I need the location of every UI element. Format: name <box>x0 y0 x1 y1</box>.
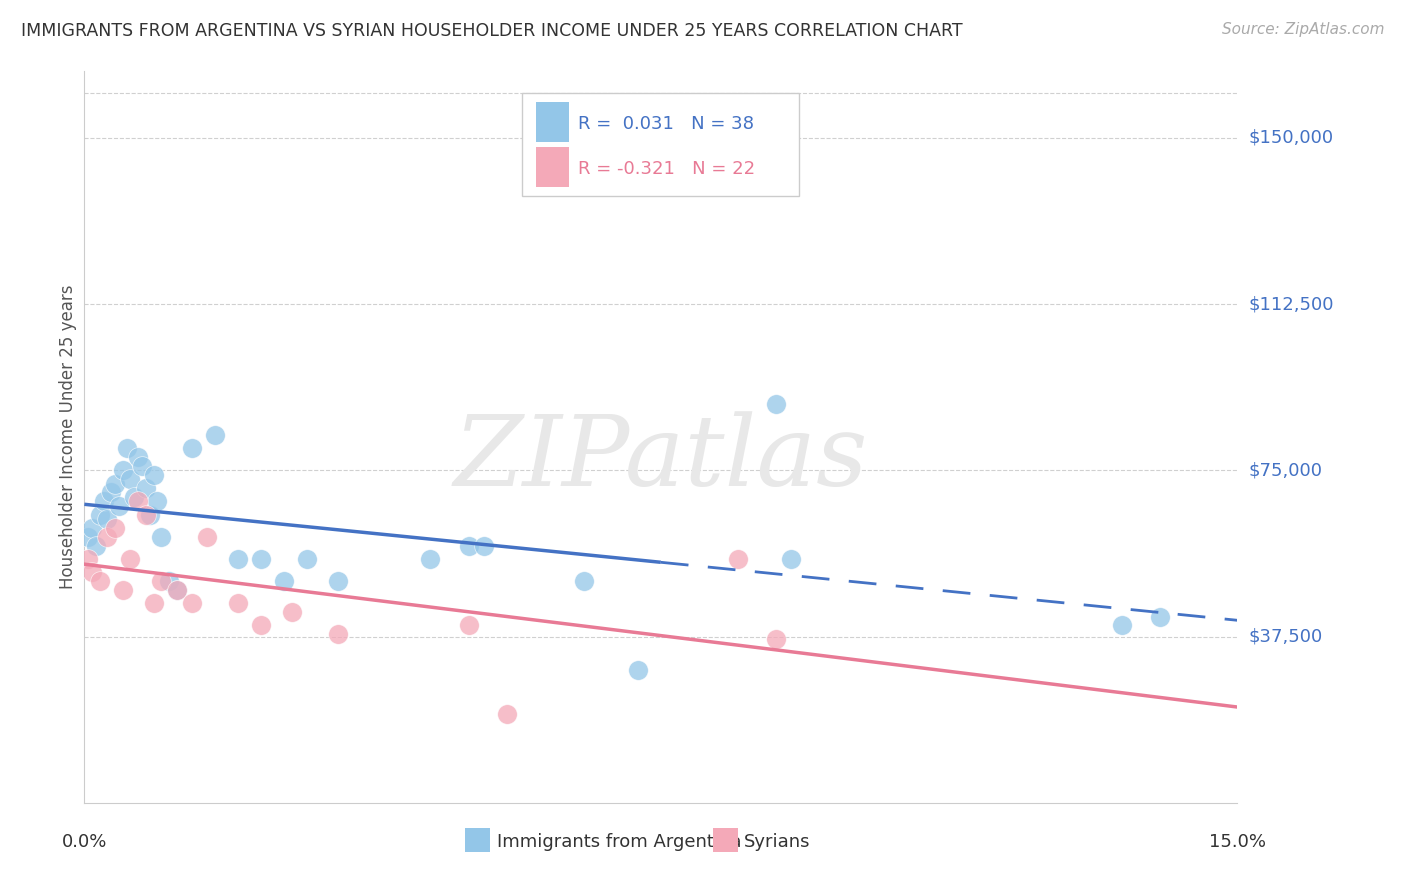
Point <box>281 605 304 619</box>
Text: Source: ZipAtlas.com: Source: ZipAtlas.com <box>1222 22 1385 37</box>
Point <box>727 552 749 566</box>
Point <box>326 574 349 589</box>
Point <box>326 627 349 641</box>
Point <box>780 552 803 566</box>
Text: ZIPatlas: ZIPatlas <box>454 411 868 507</box>
Text: $150,000: $150,000 <box>1249 128 1333 147</box>
Point <box>127 494 149 508</box>
Point <box>166 582 188 597</box>
Point <box>111 582 134 597</box>
Point <box>135 508 157 522</box>
Point <box>120 552 142 566</box>
Point <box>496 707 519 722</box>
Point <box>765 632 787 646</box>
Point <box>131 458 153 473</box>
Point <box>195 530 218 544</box>
Point <box>150 574 173 589</box>
Point <box>250 618 273 632</box>
Text: $112,500: $112,500 <box>1249 295 1334 313</box>
Point <box>127 450 149 464</box>
Point <box>142 467 165 482</box>
FancyBboxPatch shape <box>523 94 799 195</box>
Point <box>138 508 160 522</box>
Point <box>111 463 134 477</box>
Point <box>146 494 169 508</box>
Point <box>96 512 118 526</box>
Point <box>77 552 100 566</box>
Point <box>226 552 249 566</box>
Point <box>93 494 115 508</box>
Point <box>226 596 249 610</box>
Bar <box>465 829 491 852</box>
Point <box>96 530 118 544</box>
Y-axis label: Householder Income Under 25 years: Householder Income Under 25 years <box>59 285 77 590</box>
Point <box>627 663 650 677</box>
Text: $75,000: $75,000 <box>1249 461 1323 479</box>
Point <box>273 574 295 589</box>
Text: Syrians: Syrians <box>744 832 810 851</box>
Point <box>108 499 131 513</box>
Point <box>124 490 146 504</box>
Text: 15.0%: 15.0% <box>1209 833 1265 851</box>
Bar <box>536 146 568 187</box>
Point <box>297 552 319 566</box>
Text: 0.0%: 0.0% <box>62 833 107 851</box>
Point <box>181 596 204 610</box>
Point <box>419 552 441 566</box>
Point <box>457 618 479 632</box>
Point <box>104 476 127 491</box>
Point <box>150 530 173 544</box>
Point <box>80 566 103 580</box>
Text: $37,500: $37,500 <box>1249 628 1323 646</box>
Point <box>115 441 138 455</box>
Point <box>157 574 180 589</box>
Point <box>1149 609 1171 624</box>
Bar <box>536 102 568 143</box>
Point <box>765 397 787 411</box>
Point <box>1111 618 1133 632</box>
Point <box>250 552 273 566</box>
Point <box>457 539 479 553</box>
Point <box>100 485 122 500</box>
Point <box>572 574 595 589</box>
Point <box>89 508 111 522</box>
Point <box>104 521 127 535</box>
Point <box>89 574 111 589</box>
Point <box>77 530 100 544</box>
Point <box>84 539 107 553</box>
Point <box>472 539 495 553</box>
Point <box>166 582 188 597</box>
Point <box>135 481 157 495</box>
Point <box>204 428 226 442</box>
Point <box>181 441 204 455</box>
Point <box>80 521 103 535</box>
Text: IMMIGRANTS FROM ARGENTINA VS SYRIAN HOUSEHOLDER INCOME UNDER 25 YEARS CORRELATIO: IMMIGRANTS FROM ARGENTINA VS SYRIAN HOUS… <box>21 22 963 40</box>
Text: R =  0.031   N = 38: R = 0.031 N = 38 <box>578 115 754 133</box>
Text: R = -0.321   N = 22: R = -0.321 N = 22 <box>578 160 755 178</box>
Point <box>142 596 165 610</box>
Point <box>120 472 142 486</box>
Bar <box>713 829 738 852</box>
Text: Immigrants from Argentina: Immigrants from Argentina <box>498 832 741 851</box>
